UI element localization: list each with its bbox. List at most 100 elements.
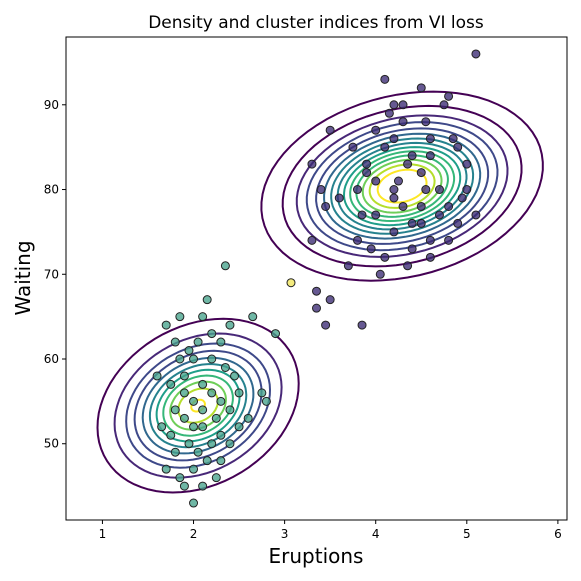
chart-title: Density and cluster indices from VI loss [148, 13, 484, 33]
data-point-cluster-0-35 [312, 303, 321, 313]
data-point-cluster-0-36 [321, 320, 331, 330]
contour-line-0-2 [295, 114, 509, 258]
data-point-cluster-0-63 [389, 134, 399, 144]
data-point-cluster-0-0 [334, 193, 344, 203]
y-tick-label: 50 [44, 437, 59, 451]
data-point-cluster-1-18 [225, 320, 235, 330]
data-point-cluster-1-51 [211, 413, 221, 423]
data-point-cluster-0-8 [416, 168, 426, 178]
data-point-cluster-1-49 [179, 413, 189, 423]
data-point-cluster-1-36 [202, 295, 212, 305]
x-tick-label: 1 [99, 527, 107, 541]
data-point-cluster-1-24 [207, 388, 217, 398]
data-point-cluster-1-22 [170, 405, 180, 415]
x-tick-label: 3 [281, 527, 289, 541]
data-point-cluster-0-49 [421, 117, 431, 127]
data-point-cluster-1-30 [243, 413, 253, 423]
data-point-cluster-1-16 [207, 354, 217, 364]
data-point-cluster-1-5 [198, 422, 208, 432]
data-point-cluster-1-52 [198, 481, 208, 491]
data-point-cluster-1-32 [261, 396, 271, 406]
data-point-cluster-0-5 [389, 100, 399, 110]
data-point-cluster-1-15 [198, 379, 208, 389]
data-point-cluster-1-3 [179, 371, 189, 381]
data-point-cluster-0-51 [462, 159, 472, 169]
data-point-cluster-0-3 [371, 125, 381, 135]
data-point-cluster-0-48 [384, 108, 394, 118]
data-point-cluster-1-29 [211, 473, 221, 483]
data-point-cluster-0-10 [434, 185, 444, 195]
data-point-cluster-0-60 [380, 252, 390, 262]
y-axis-label: Waiting [11, 240, 35, 315]
data-point-cluster-0-20 [343, 261, 353, 271]
data-points [152, 49, 481, 508]
data-point-cluster-0-41 [453, 142, 463, 152]
data-point-cluster-0-2 [362, 159, 372, 169]
data-point-cluster-1-1 [170, 337, 180, 347]
data-point-cluster-0-22 [416, 83, 426, 93]
y-axis-ticks: 50 60 70 80 90 [44, 98, 66, 451]
x-tick-label: 2 [190, 527, 198, 541]
data-point-cluster-1-39 [157, 422, 167, 432]
data-point-cluster-0-39 [312, 286, 321, 296]
data-point-cluster-0-18 [425, 252, 435, 262]
data-point-cluster-0-25 [398, 100, 408, 110]
contour-line-0-13 [376, 168, 428, 204]
data-point-cluster-1-37 [220, 261, 230, 271]
data-point-cluster-1-46 [220, 362, 230, 372]
data-point-cluster-0-44 [371, 176, 381, 186]
contour-line-0-3 [305, 121, 499, 252]
data-point-cluster-0-29 [416, 201, 426, 211]
data-point-cluster-1-14 [166, 430, 176, 440]
data-point-cluster-0-28 [425, 151, 435, 161]
data-point-cluster-1-27 [193, 447, 203, 457]
data-point-cluster-0-38 [325, 295, 335, 305]
contour-line-0-5 [323, 132, 482, 240]
data-point-cluster-1-42 [216, 430, 226, 440]
data-point-cluster-1-21 [179, 388, 189, 398]
contour-line-1-4 [141, 356, 255, 455]
data-point-cluster-1-23 [198, 405, 208, 415]
data-point-cluster-0-62 [457, 193, 467, 203]
y-tick-label: 80 [44, 183, 59, 197]
data-point-cluster-1-28 [202, 456, 212, 466]
data-point-cluster-1-4 [189, 396, 199, 406]
contour-line-0-8 [342, 146, 462, 227]
data-point-cluster-1-41 [175, 473, 185, 483]
data-point-cluster-1-48 [166, 379, 176, 389]
x-axis-label: Eruptions [269, 544, 364, 568]
data-point-cluster-0-54 [352, 185, 362, 195]
data-point-cluster-0-1 [352, 235, 362, 245]
data-point-cluster-0-53 [348, 142, 358, 152]
data-point-cluster-0-27 [389, 185, 399, 195]
data-point-cluster-1-11 [179, 481, 189, 491]
data-point-cluster-0-13 [462, 185, 472, 195]
data-point-cluster-1-19 [234, 422, 244, 432]
data-point-cluster-0-64 [398, 201, 408, 211]
contour-line-1-2 [125, 342, 272, 469]
data-point-cluster-0-59 [357, 210, 367, 220]
data-point-cluster-1-33 [248, 312, 258, 322]
data-point-cluster-1-31 [257, 388, 267, 398]
data-point-cluster-0-58 [434, 210, 444, 220]
data-point-cluster-1-38 [152, 371, 162, 381]
data-point-cluster-0-52 [425, 235, 435, 245]
contour-line-0-9 [349, 150, 456, 223]
contour-line-0-1 [281, 104, 523, 268]
x-axis-ticks: 1 2 3 4 5 6 [99, 520, 562, 541]
data-point-cluster-0-45 [407, 218, 417, 228]
data-point-cluster-0-55 [393, 176, 403, 186]
contour-line-1-3 [133, 349, 263, 462]
data-point-cluster-1-47 [230, 371, 240, 381]
data-point-cluster-1-25 [216, 396, 226, 406]
contour-line-0-12 [368, 163, 436, 209]
contour-line-1-7 [162, 374, 234, 437]
data-point-cluster-1-17 [216, 337, 226, 347]
data-point-cluster-2-0 [286, 278, 296, 288]
data-point-cluster-0-16 [389, 227, 399, 237]
data-point-cluster-0-9 [425, 134, 435, 144]
data-point-cluster-0-33 [321, 201, 331, 211]
data-point-cluster-1-34 [271, 329, 281, 339]
data-point-cluster-0-37 [357, 320, 367, 330]
x-tick-label: 4 [372, 527, 380, 541]
